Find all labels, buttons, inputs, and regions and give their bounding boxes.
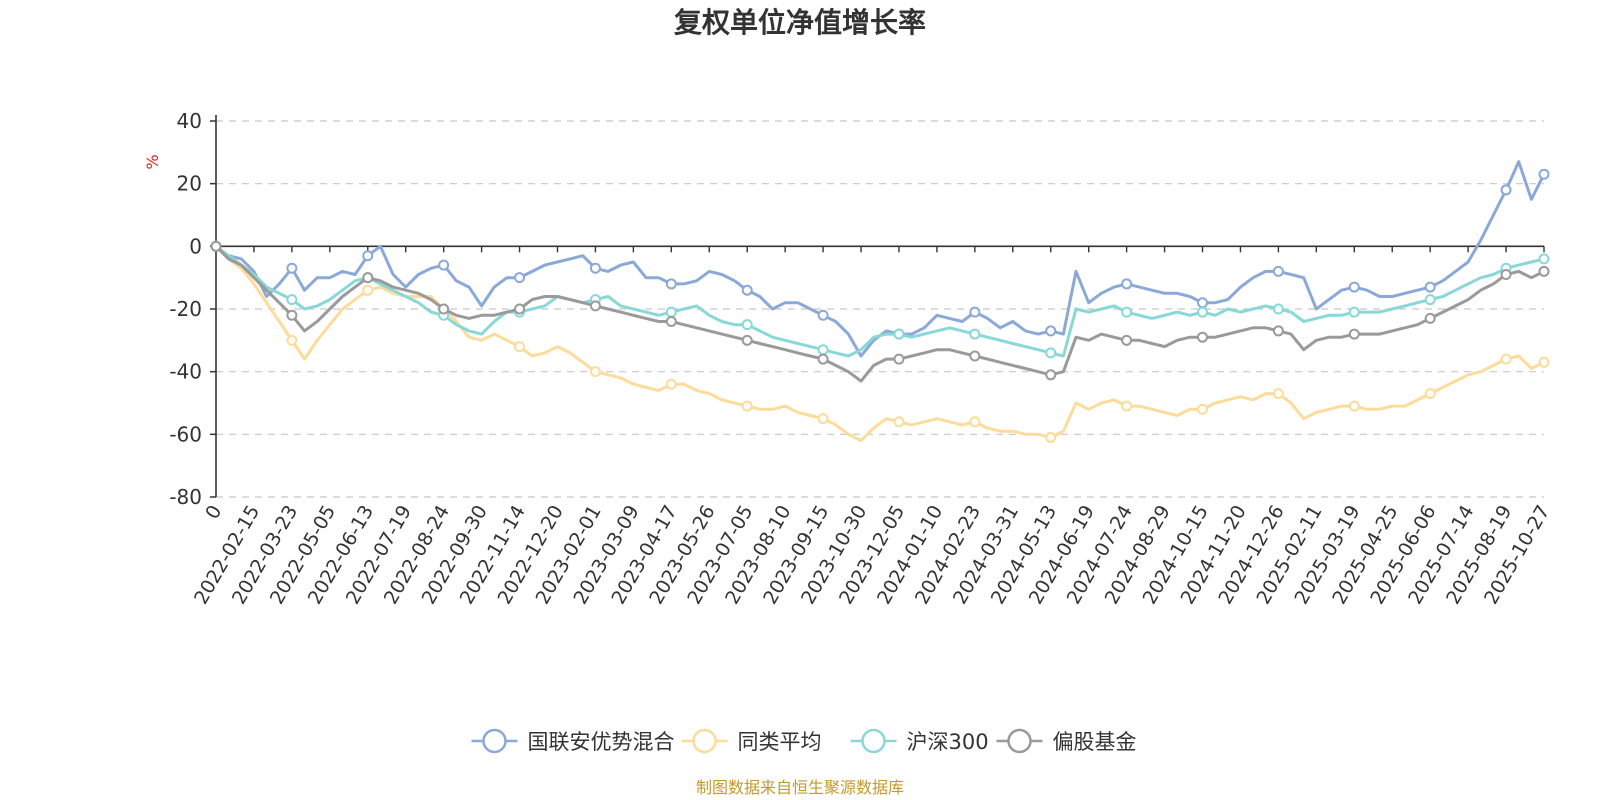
- data-point: [1424, 312, 1436, 324]
- source-note: 制图数据来自恒生聚源数据库: [696, 778, 904, 797]
- y-tick-label: -40: [169, 360, 202, 384]
- data-point: [665, 316, 677, 328]
- data-point: [817, 353, 829, 365]
- data-point: [286, 334, 298, 346]
- series-line-3: [214, 245, 1545, 383]
- y-axis-unit: %: [143, 154, 162, 169]
- data-point: [1197, 306, 1209, 318]
- data-point: [1272, 325, 1284, 337]
- legend-marker: [1007, 728, 1032, 754]
- y-tick-label: 20: [177, 172, 202, 196]
- data-point: [438, 303, 450, 315]
- legend-item-1[interactable]: 同类平均: [681, 728, 822, 754]
- data-point: [1348, 400, 1360, 412]
- data-point: [514, 303, 526, 315]
- legend-item-2[interactable]: 沪深300: [850, 728, 989, 754]
- data-point: [741, 334, 753, 346]
- data-point: [1121, 400, 1133, 412]
- legend: 国联安优势混合 同类平均 沪深300 偏股基金: [471, 728, 1137, 754]
- data-point: [969, 350, 981, 362]
- data-point: [210, 240, 222, 252]
- data-point: [1045, 431, 1057, 443]
- data-point: [741, 319, 753, 331]
- legend-item-3[interactable]: 偏股基金: [996, 728, 1137, 754]
- data-point: [969, 306, 981, 318]
- data-point: [589, 262, 601, 274]
- data-point: [1500, 269, 1512, 281]
- data-point: [1424, 388, 1436, 400]
- data-point: [1424, 294, 1436, 306]
- data-point: [1197, 331, 1209, 343]
- data-point: [893, 353, 905, 365]
- data-point: [665, 278, 677, 290]
- chart-title: 复权单位净值增长率: [674, 6, 926, 39]
- data-point: [1538, 265, 1550, 277]
- legend-label: 沪深300: [907, 730, 989, 754]
- data-point: [1538, 356, 1550, 368]
- y-tick-label: -20: [169, 297, 202, 321]
- legend-label: 偏股基金: [1053, 730, 1137, 754]
- data-point: [1045, 369, 1057, 381]
- data-point: [589, 366, 601, 378]
- y-tick-label: 40: [177, 109, 202, 133]
- data-point: [1121, 278, 1133, 290]
- data-point: [817, 309, 829, 321]
- data-point: [665, 306, 677, 318]
- data-point: [1348, 306, 1360, 318]
- y-tick-label: -80: [169, 485, 202, 509]
- data-point: [1272, 303, 1284, 315]
- series-line-0: [215, 160, 1546, 358]
- data-point: [362, 272, 374, 284]
- data-point: [1500, 184, 1512, 196]
- data-point: [1121, 334, 1133, 346]
- data-point: [286, 294, 298, 306]
- data-point: [1272, 265, 1284, 277]
- series-line-1: [214, 245, 1545, 443]
- legend-item-0[interactable]: 国联安优势混合: [471, 728, 675, 754]
- data-point: [665, 378, 677, 390]
- data-point: [438, 259, 450, 271]
- data-point: [1538, 168, 1550, 180]
- data-point: [1272, 388, 1284, 400]
- series-line-2: [215, 245, 1545, 358]
- data-point: [1045, 325, 1057, 337]
- legend-marker: [692, 728, 717, 754]
- data-point: [817, 344, 829, 356]
- data-point: [1348, 328, 1360, 340]
- data-point: [741, 400, 753, 412]
- grid-lines: [216, 120, 1544, 498]
- data-point: [1045, 347, 1057, 359]
- data-point: [362, 250, 374, 262]
- legend-marker: [482, 728, 507, 754]
- data-point: [514, 272, 526, 284]
- data-point: [969, 416, 981, 428]
- legend-label: 同类平均: [738, 730, 822, 754]
- data-point: [969, 328, 981, 340]
- data-point: [286, 309, 298, 321]
- data-point: [514, 341, 526, 353]
- x-tick-label: 0: [201, 502, 226, 523]
- data-point: [1197, 403, 1209, 415]
- data-point: [1424, 281, 1436, 293]
- data-point: [741, 284, 753, 296]
- data-point: [362, 284, 374, 296]
- series-lines: [210, 160, 1550, 443]
- data-point: [1348, 281, 1360, 293]
- legend-label: 国联安优势混合: [528, 730, 675, 754]
- data-point: [1538, 253, 1550, 265]
- data-point: [589, 300, 601, 312]
- y-tick-label: -60: [169, 422, 202, 446]
- data-point: [817, 413, 829, 425]
- data-point: [893, 416, 905, 428]
- legend-marker: [861, 728, 886, 754]
- data-point: [286, 262, 298, 274]
- data-point: [1197, 297, 1209, 309]
- data-point: [893, 328, 905, 340]
- data-point: [1500, 353, 1512, 365]
- y-tick-label: 0: [189, 234, 202, 258]
- data-point: [1121, 306, 1133, 318]
